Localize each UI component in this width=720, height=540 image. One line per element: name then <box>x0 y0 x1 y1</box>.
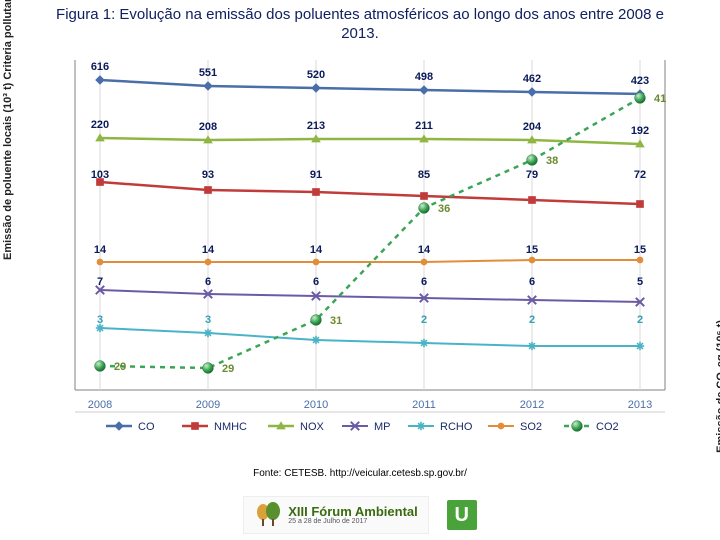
svg-text:520: 520 <box>307 69 325 81</box>
forum-badge: XIII Fórum Ambiental 25 a 28 de Julho de… <box>243 496 429 534</box>
u-logo: U <box>447 500 477 530</box>
svg-text:CO2: CO2 <box>596 421 619 433</box>
svg-text:29: 29 <box>114 361 126 373</box>
svg-text:6: 6 <box>529 276 535 288</box>
svg-text:2008: 2008 <box>88 399 112 411</box>
svg-text:211: 211 <box>415 120 433 132</box>
footer: XIII Fórum Ambiental 25 a 28 de Julho de… <box>0 496 720 534</box>
svg-text:462: 462 <box>523 73 541 85</box>
svg-text:192: 192 <box>631 125 649 137</box>
svg-text:204: 204 <box>523 121 542 133</box>
svg-text:79: 79 <box>526 169 538 181</box>
svg-text:423: 423 <box>631 75 649 87</box>
figure-source: Fonte: CETESB. http://veicular.cetesb.sp… <box>0 468 720 479</box>
figure-title: Figura 1: Evolução na emissão dos poluen… <box>50 6 670 44</box>
chart: 2008 2009 2010 2011 2012 2013 616 551 520 498 462 4… <box>10 50 710 460</box>
svg-text:15: 15 <box>526 244 538 256</box>
svg-text:2010: 2010 <box>304 399 328 411</box>
svg-text:616: 616 <box>91 61 109 73</box>
svg-text:551: 551 <box>199 67 217 79</box>
svg-text:5: 5 <box>637 276 643 288</box>
svg-text:6: 6 <box>421 276 427 288</box>
svg-text:MP: MP <box>374 421 391 433</box>
svg-text:2012: 2012 <box>520 399 544 411</box>
svg-text:208: 208 <box>199 121 217 133</box>
svg-text:3: 3 <box>205 314 211 326</box>
svg-text:213: 213 <box>307 120 325 132</box>
y-axis-left-label: Emissão de poluente locais (10³ t) Crite… <box>2 0 14 260</box>
svg-text:2: 2 <box>637 314 643 326</box>
svg-text:85: 85 <box>418 169 430 181</box>
svg-text:498: 498 <box>415 71 433 83</box>
forum-subtitle: 25 a 28 de Julho de 2017 <box>288 518 418 525</box>
svg-text:15: 15 <box>634 244 646 256</box>
chart-container: Emissão de poluente locais (10³ t) Crite… <box>10 50 710 460</box>
svg-text:72: 72 <box>634 169 646 181</box>
svg-text:NOX: NOX <box>300 421 325 433</box>
svg-text:7: 7 <box>97 276 103 288</box>
svg-text:2011: 2011 <box>412 399 436 411</box>
svg-text:103: 103 <box>91 169 109 181</box>
svg-text:38: 38 <box>546 155 558 167</box>
svg-text:220: 220 <box>91 119 109 131</box>
svg-text:91: 91 <box>310 169 322 181</box>
svg-text:2009: 2009 <box>196 399 220 411</box>
svg-text:36: 36 <box>438 203 450 215</box>
svg-text:6: 6 <box>313 276 319 288</box>
tree-icon <box>254 501 282 529</box>
svg-text:14: 14 <box>418 244 431 256</box>
svg-text:NMHC: NMHC <box>214 421 247 433</box>
svg-text:2013: 2013 <box>628 399 652 411</box>
svg-text:14: 14 <box>202 244 215 256</box>
svg-text:93: 93 <box>202 169 214 181</box>
svg-text:41: 41 <box>654 93 666 105</box>
svg-text:SO2: SO2 <box>520 421 542 433</box>
svg-text:CO: CO <box>138 421 155 433</box>
svg-text:3: 3 <box>97 314 103 326</box>
svg-text:6: 6 <box>205 276 211 288</box>
svg-text:14: 14 <box>310 244 323 256</box>
svg-text:RCHO: RCHO <box>440 421 473 433</box>
svg-text:2: 2 <box>421 314 427 326</box>
svg-text:2: 2 <box>529 314 535 326</box>
forum-title: XIII Fórum Ambiental <box>288 505 418 518</box>
svg-text:29: 29 <box>222 363 234 375</box>
svg-text:14: 14 <box>94 244 107 256</box>
svg-text:31: 31 <box>330 315 342 327</box>
y-axis-right-label: Emissão de CO₂eq (10⁶ t) <box>715 320 720 453</box>
